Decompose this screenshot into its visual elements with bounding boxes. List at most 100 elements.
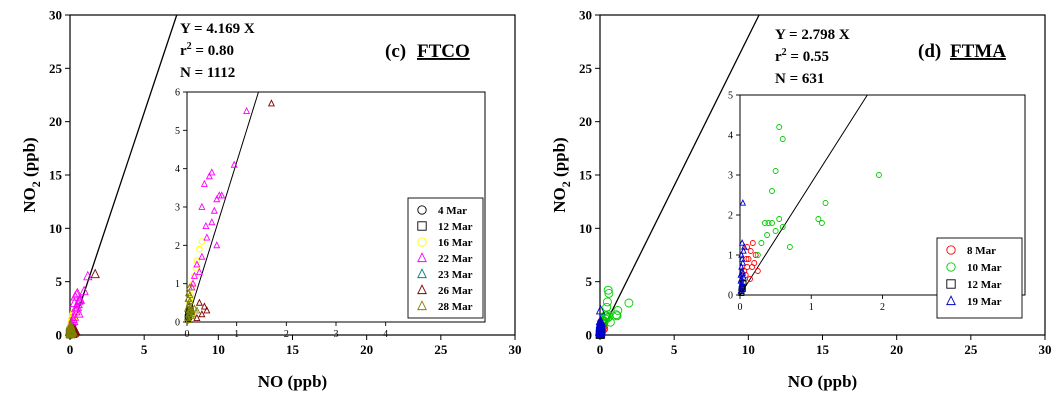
inset-data-point (737, 277, 744, 284)
inset-data-point (822, 200, 829, 206)
inset-data-point (749, 240, 756, 246)
data-point (604, 288, 614, 298)
inset-data-point (779, 224, 786, 230)
inset-data-point (193, 306, 201, 314)
legend-label: 23 Mar (438, 269, 473, 281)
inset-y-tick-label: 6 (175, 88, 180, 99)
x-tick-label: 20 (890, 342, 903, 357)
y-tick-label: 25 (579, 61, 593, 76)
legend-marker (417, 284, 427, 295)
data-point (79, 285, 89, 296)
legend-label: 28 Mar (438, 301, 473, 313)
inset-data-point (243, 106, 251, 115)
inset-data-point (739, 199, 747, 206)
inset-x-tick-label: 0 (738, 302, 743, 313)
x-axis-title: NO (ppb) (258, 372, 327, 391)
y-axis-title: NO2 (ppb) (20, 137, 43, 212)
inset-data-point (752, 252, 759, 258)
inset-y-tick-label: 5 (728, 91, 733, 102)
legend-label: 16 Mar (438, 237, 473, 249)
inset-y-tick-label: 1 (728, 251, 733, 262)
inset-data-point (185, 283, 194, 291)
inset-data-point (213, 195, 221, 203)
inset-data-point (203, 306, 211, 314)
data-point (69, 311, 80, 321)
inset-data-point (186, 296, 194, 304)
fit-r-squared: r2 = 0.55 (775, 47, 829, 65)
inset-data-point (761, 220, 768, 226)
data-point (603, 285, 613, 295)
x-tick-label: 30 (509, 342, 522, 357)
inset-data-point (203, 233, 211, 241)
data-point (66, 321, 76, 332)
inset-data-point (190, 304, 198, 312)
inset-data-point (739, 259, 747, 266)
inset-data-point (764, 232, 771, 238)
inset-data-point (189, 279, 197, 287)
inset-data-point (740, 247, 747, 254)
y-tick-label: 20 (49, 114, 62, 129)
legend-label: 8 Mar (967, 245, 996, 257)
inset-data-point (815, 216, 822, 222)
site-label: FTMA (950, 41, 1006, 62)
legend-marker (417, 252, 427, 263)
data-point (613, 306, 623, 315)
legend-label: 12 Mar (967, 279, 1002, 291)
data-point (624, 298, 634, 308)
data-point (602, 297, 612, 307)
inset-data-point (198, 202, 206, 210)
inset-data-point (818, 220, 825, 226)
inset-data-point (758, 240, 765, 246)
panel-label: (d) (918, 41, 941, 62)
inset-data-point (218, 191, 226, 199)
legend-marker (417, 205, 427, 215)
legend-marker (417, 300, 427, 311)
inset-x-tick-label: 3 (334, 329, 339, 340)
inset-data-point (738, 255, 746, 262)
inset-data-point (738, 239, 746, 246)
inset-data-point (193, 260, 201, 268)
inset-data-point (202, 221, 210, 230)
inset-data-point (738, 285, 746, 292)
y-tick-label: 0 (586, 328, 593, 343)
inset-data-point (739, 269, 747, 276)
fit-statistics: Y = 2.798 X r2 = 0.55 N = 631 (775, 27, 850, 87)
inset-data-point (747, 276, 753, 282)
legend-label: 19 Mar (967, 296, 1002, 308)
inset-x-tick-label: 4 (383, 329, 388, 340)
inset-data-point (776, 216, 783, 222)
legend-label: 22 Mar (438, 253, 473, 265)
inset-data-point (745, 256, 752, 262)
x-tick-label: 30 (1039, 342, 1052, 357)
inset-data-point (747, 248, 754, 254)
inset-data-point (208, 168, 216, 176)
inset-x-tick-label: 1 (234, 329, 239, 340)
inset-data-point (196, 245, 203, 253)
inset-data-point (213, 241, 221, 249)
inset-data-point (195, 298, 203, 306)
inset-data-point (185, 315, 193, 323)
inset-y-tick-label: 0 (728, 291, 733, 302)
fit-n-count: N = 1112 (180, 65, 235, 81)
data-point (70, 302, 81, 313)
inset-data-point (749, 264, 756, 270)
inset-data-point (776, 124, 783, 130)
data-point (90, 268, 100, 279)
legend: 4 Mar 12 Mar 16 Mar 22 Mar 23 Mar 26 Mar 28 Ma… (407, 197, 484, 319)
inset-data-point (738, 251, 745, 258)
x-tick-label: 25 (964, 342, 978, 357)
legend-marker (417, 268, 427, 279)
inset-y-tick-label: 5 (175, 126, 180, 137)
inset-data-point (779, 136, 786, 142)
y-tick-label: 5 (586, 274, 593, 289)
inset-y-tick-label: 4 (175, 164, 180, 175)
inset-data-point (754, 252, 761, 258)
inset-y-tick-label: 0 (175, 318, 180, 329)
fit-line (69, 14, 178, 336)
inset-data-point (193, 257, 201, 264)
data-point (612, 311, 622, 321)
legend-marker (946, 295, 956, 306)
legend-label: 4 Mar (438, 205, 467, 217)
data-point (595, 323, 606, 334)
